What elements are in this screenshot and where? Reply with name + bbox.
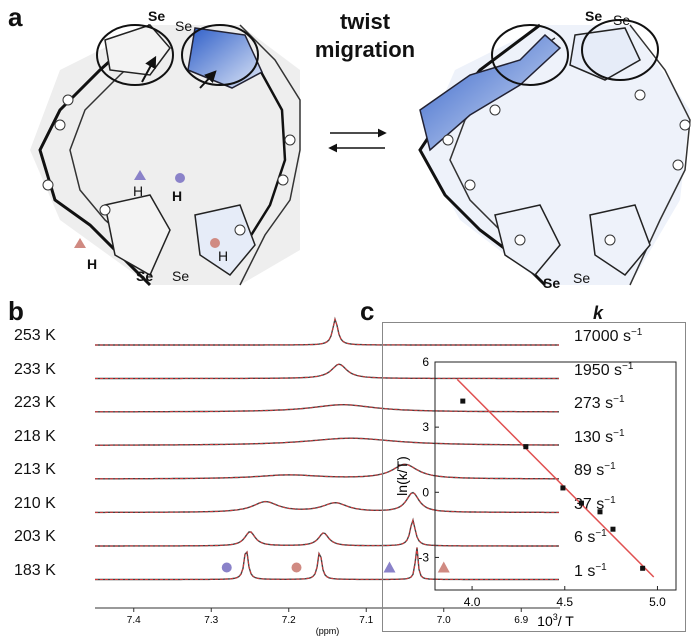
y-tick-label: -3 — [418, 550, 429, 564]
circle-marker-icon — [291, 562, 302, 573]
rate-constant-label: 1 s−1 — [574, 561, 607, 580]
spectrum-fit — [95, 317, 559, 346]
equilibrium-arrows — [328, 128, 387, 153]
temperature-label: 213 K — [14, 461, 56, 478]
rate-constant-label: 37 s−1 — [574, 494, 616, 513]
x-tick-label: 4.0 — [464, 595, 481, 609]
spectrum-fit — [95, 404, 559, 413]
ppm-tick-label: 6.9 — [514, 615, 528, 626]
ppm-tick-label: 7.0 — [437, 615, 451, 626]
se-label: Se — [136, 268, 154, 284]
data-point — [640, 565, 646, 571]
data-point — [610, 526, 616, 532]
k-header: k — [593, 303, 604, 323]
data-point — [460, 398, 466, 404]
se-label: Se — [172, 268, 190, 284]
triangle-marker-icon — [437, 561, 450, 573]
rate-constant-label: 6 s−1 — [574, 528, 607, 546]
se-label: Se — [175, 18, 193, 34]
temperature-label: 253 K — [14, 327, 56, 344]
left-macrocycle — [30, 23, 301, 287]
data-point — [523, 444, 529, 450]
temperature-label: 233 K — [14, 360, 56, 378]
ppm-tick-label: 7.4 — [127, 615, 141, 626]
ppm-tick-label: 7.1 — [359, 615, 373, 626]
spectrum-fit — [95, 547, 559, 580]
se-label: Se — [543, 275, 561, 291]
se-label: Se — [573, 270, 591, 286]
plot-frame — [382, 322, 686, 632]
se-label: Se — [613, 12, 631, 28]
temperature-label: 223 K — [14, 394, 56, 411]
h-label: H — [133, 183, 144, 199]
panel-a-label: a — [8, 2, 23, 32]
h-label: H — [87, 256, 98, 272]
right-macrocycle — [418, 19, 691, 287]
rate-constant-label: 1950 s−1 — [574, 360, 634, 379]
se-label: Se — [148, 8, 166, 24]
spectrum-fit — [95, 437, 559, 446]
temperature-label: 218 K — [14, 427, 56, 445]
fit-line — [456, 378, 655, 578]
y-axis-label: ln(k/T) — [394, 456, 410, 496]
rate-constant-label: 89 s−1 — [574, 461, 616, 479]
x-tick-label: 5.0 — [649, 595, 666, 609]
rate-constant-label: 273 s−1 — [574, 394, 625, 412]
temperature-label: 183 K — [14, 561, 56, 579]
x-axis-label: 103/ T — [537, 612, 574, 629]
circle-marker-icon — [210, 238, 220, 248]
x-tick-label: 4.5 — [556, 595, 573, 609]
panel-c-label: c — [360, 296, 375, 326]
rate-constant-label: 130 s−1 — [574, 427, 625, 446]
triangle-marker-icon — [383, 561, 396, 573]
twist-migration-label: twist migration — [314, 9, 416, 62]
data-point — [578, 500, 584, 506]
rate-constant-label: 17000 s−1 — [574, 327, 643, 345]
circle-marker-icon — [175, 173, 185, 183]
h-label: H — [218, 248, 229, 264]
triangle-marker-icon — [74, 238, 86, 248]
y-tick-label: 6 — [422, 355, 429, 369]
temperature-label: 210 K — [14, 494, 56, 512]
circle-marker-icon — [221, 562, 232, 573]
ppm-tick-label: 7.2 — [282, 615, 296, 626]
spectrum-fit — [95, 463, 559, 480]
y-tick-label: 3 — [422, 420, 429, 434]
se-label: Se — [585, 8, 603, 24]
ppm-tick-label: 7.3 — [204, 615, 218, 626]
triangle-marker-icon — [134, 170, 146, 180]
temperature-label: 203 K — [14, 528, 56, 545]
data-point — [560, 485, 566, 491]
h-label: H — [172, 188, 183, 204]
spectrum-fit — [95, 363, 559, 379]
spectrum-fit — [95, 518, 559, 547]
spectrum-fit — [95, 492, 559, 513]
ppm-unit-label: (ppm) — [316, 626, 340, 636]
data-point — [597, 509, 603, 515]
panel-b-label: b — [8, 296, 24, 326]
plot-area — [434, 361, 677, 591]
y-tick-label: 0 — [422, 485, 429, 499]
